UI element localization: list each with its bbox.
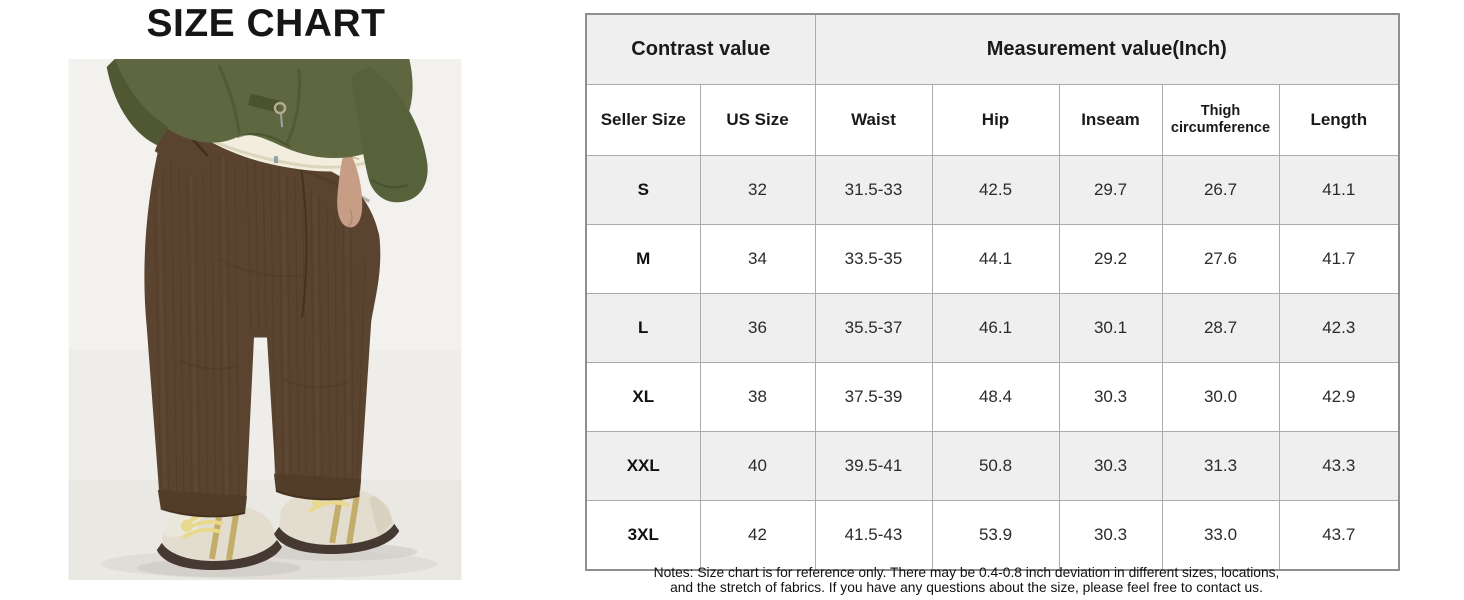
cell-seller-size: M [585, 224, 701, 294]
group-header-measurement-value: Measurement value(Inch) [814, 13, 1400, 85]
page-title: SIZE CHART [146, 2, 386, 45]
column-header-row: Seller Size US Size Waist Hip Inseam Thi… [585, 84, 1400, 156]
cell-inseam: 30.3 [1058, 431, 1163, 501]
cell-thigh: 28.7 [1161, 293, 1280, 363]
right-hand-graphic [337, 151, 363, 228]
cell-inseam: 30.1 [1058, 293, 1163, 363]
cell-seller-size: XXL [585, 431, 701, 501]
table-row-3xl: 3XL 42 41.5-43 53.9 30.3 33.0 43.7 [585, 500, 1400, 571]
size-chart-notes: Notes: Size chart is for reference only.… [560, 565, 1373, 595]
model-illustration [68, 59, 462, 580]
cell-hip: 48.4 [931, 362, 1060, 432]
cell-inseam: 30.3 [1058, 362, 1163, 432]
cell-inseam: 29.7 [1058, 155, 1163, 225]
cell-waist: 41.5-43 [814, 500, 933, 571]
cell-thigh: 31.3 [1161, 431, 1280, 501]
cell-thigh: 30.0 [1161, 362, 1280, 432]
size-table-section: Contrast value Measurement value(Inch) S… [585, 13, 1401, 571]
table-row-xl: XL 38 37.5-39 48.4 30.3 30.0 42.9 [585, 362, 1400, 432]
cell-us-size: 36 [699, 293, 816, 363]
cell-hip: 42.5 [931, 155, 1060, 225]
product-photo [68, 59, 462, 580]
table-row-xxl: XXL 40 39.5-41 50.8 30.3 31.3 43.3 [585, 431, 1400, 501]
right-shoe-graphic [274, 477, 400, 554]
table-row-m: M 34 33.5-35 44.1 29.2 27.6 41.7 [585, 224, 1400, 294]
cell-length: 42.3 [1278, 293, 1400, 363]
cell-us-size: 40 [699, 431, 816, 501]
cell-waist: 33.5-35 [814, 224, 933, 294]
cell-seller-size: L [585, 293, 701, 363]
notes-line-1: Notes: Size chart is for reference only.… [653, 565, 1280, 580]
col-header-waist: Waist [814, 84, 933, 156]
cell-us-size: 38 [699, 362, 816, 432]
cell-us-size: 34 [699, 224, 816, 294]
jacket-graphic [106, 59, 428, 203]
group-header-contrast-value: Contrast value [585, 13, 816, 85]
cell-inseam: 30.3 [1058, 500, 1163, 571]
col-header-length: Length [1278, 84, 1400, 156]
cell-waist: 35.5-37 [814, 293, 933, 363]
cell-hip: 53.9 [931, 500, 1060, 571]
cell-length: 41.1 [1278, 155, 1400, 225]
cell-thigh: 33.0 [1161, 500, 1280, 571]
cell-length: 41.7 [1278, 224, 1400, 294]
cell-seller-size: S [585, 155, 701, 225]
cell-waist: 39.5-41 [814, 431, 933, 501]
cell-length: 42.9 [1278, 362, 1400, 432]
table-row-l: L 36 35.5-37 46.1 30.1 28.7 42.3 [585, 293, 1400, 363]
cell-thigh: 27.6 [1161, 224, 1280, 294]
cell-us-size: 32 [699, 155, 816, 225]
col-header-seller-size: Seller Size [585, 84, 701, 156]
notes-line-2: and the stretch of fabrics. If you have … [670, 580, 1263, 595]
cell-thigh: 26.7 [1161, 155, 1280, 225]
cell-seller-size: 3XL [585, 500, 701, 571]
cell-us-size: 42 [699, 500, 816, 571]
cell-inseam: 29.2 [1058, 224, 1163, 294]
col-header-thigh-circumference: Thigh circumference [1161, 84, 1280, 156]
size-table: Contrast value Measurement value(Inch) S… [585, 13, 1401, 571]
group-header-row: Contrast value Measurement value(Inch) [585, 13, 1400, 85]
cell-seller-size: XL [585, 362, 701, 432]
pants-graphic [144, 117, 381, 506]
cell-length: 43.3 [1278, 431, 1400, 501]
col-header-inseam: Inseam [1058, 84, 1163, 156]
cell-waist: 31.5-33 [814, 155, 933, 225]
cell-hip: 46.1 [931, 293, 1060, 363]
table-row-s: S 32 31.5-33 42.5 29.7 26.7 41.1 [585, 155, 1400, 225]
cell-length: 43.7 [1278, 500, 1400, 571]
cell-waist: 37.5-39 [814, 362, 933, 432]
col-header-hip: Hip [931, 84, 1060, 156]
cell-hip: 50.8 [931, 431, 1060, 501]
pant-hems-graphic [157, 473, 362, 518]
col-header-us-size: US Size [699, 84, 816, 156]
cell-hip: 44.1 [931, 224, 1060, 294]
